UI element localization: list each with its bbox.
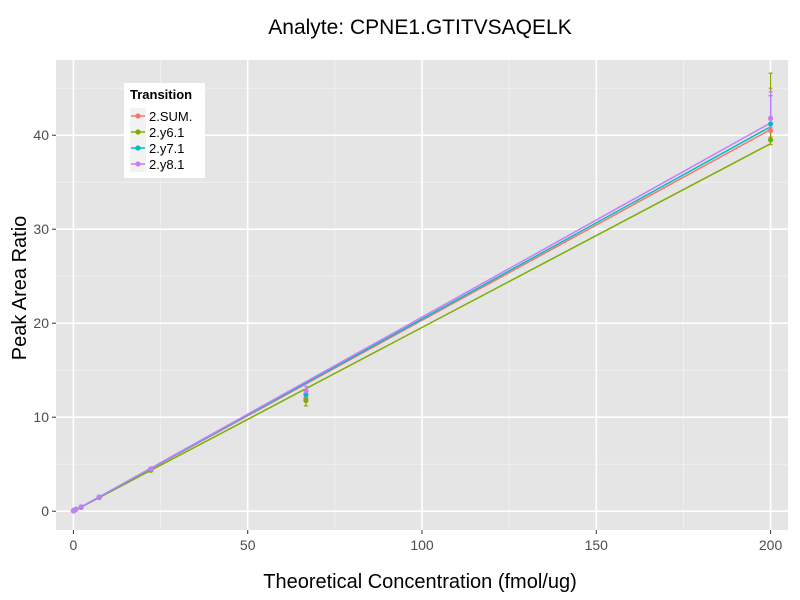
legend-title: Transition [130, 87, 192, 102]
y-tick-label: 40 [33, 127, 49, 143]
legend-label: 2.y6.1 [149, 125, 184, 140]
legend-entry-2-sum: 2.SUM. [130, 108, 192, 124]
data-point-2-y8-1 [96, 494, 102, 500]
legend-label: 2.y8.1 [149, 157, 184, 172]
legend-label: 2.y7.1 [149, 141, 184, 156]
data-point-2-sum [767, 127, 774, 134]
x-tick-label: 0 [70, 537, 78, 553]
y-axis: 0 10 20 30 40 [33, 127, 56, 519]
data-point-2-y7-1 [303, 392, 309, 398]
legend: Transition 2.SUM.2.y6.12.y7.12.y8.1 [124, 83, 205, 178]
data-point-2-y8-1 [78, 504, 84, 510]
data-point-2-y8-1 [767, 115, 774, 121]
legend-key-point [135, 113, 141, 119]
x-tick-label: 50 [240, 537, 256, 553]
legend-key-point [135, 161, 141, 167]
legend-entries: 2.SUM.2.y6.12.y7.12.y8.1 [130, 108, 192, 172]
legend-entry-2-y7-1: 2.y7.1 [130, 140, 184, 156]
legend-entry-2-y8-1: 2.y8.1 [130, 156, 184, 172]
x-axis: 0 50 100 150 200 [70, 530, 783, 553]
data-point-2-y6-1 [303, 397, 309, 403]
data-point-2-y8-1 [148, 466, 154, 472]
data-point-2-y8-1 [73, 506, 79, 512]
y-tick-label: 0 [41, 503, 49, 519]
data-point-2-y8-1 [303, 388, 309, 394]
x-axis-title: Theoretical Concentration (fmol/ug) [263, 571, 576, 593]
fit-line-2-y8-1 [73, 122, 771, 512]
y-tick-label: 30 [33, 221, 49, 237]
data-point-2-y7-1 [767, 121, 774, 127]
legend-entry-2-y6-1: 2.y6.1 [130, 124, 184, 140]
data-point-2-y6-1 [767, 137, 774, 143]
fit-line-2-y6-1 [73, 142, 771, 512]
x-tick-label: 150 [585, 537, 609, 553]
y-axis-title: Peak Area Ratio [9, 216, 31, 361]
x-tick-label: 200 [759, 537, 783, 553]
legend-key-point [135, 145, 141, 151]
fit-lines [73, 122, 771, 512]
legend-key-point [135, 129, 141, 135]
y-tick-label: 10 [33, 409, 49, 425]
data-points [70, 115, 774, 514]
chart-title: Analyte: CPNE1.GTITVSAQELK [268, 16, 571, 39]
x-tick-label: 100 [410, 537, 434, 553]
legend-label: 2.SUM. [149, 109, 192, 124]
major-gridlines [56, 60, 788, 530]
y-tick-label: 20 [33, 315, 49, 331]
